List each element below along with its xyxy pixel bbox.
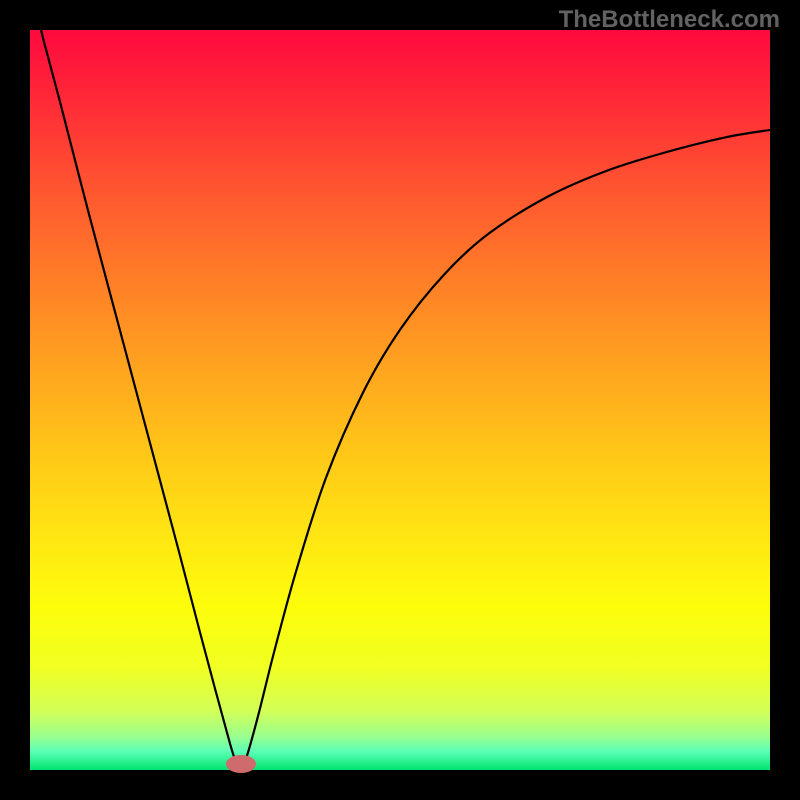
chart-frame: TheBottleneck.com [0, 0, 800, 800]
minimum-marker [226, 755, 256, 773]
bottleneck-curve [30, 30, 770, 770]
plot-area [30, 30, 770, 770]
watermark-label: TheBottleneck.com [559, 6, 780, 34]
